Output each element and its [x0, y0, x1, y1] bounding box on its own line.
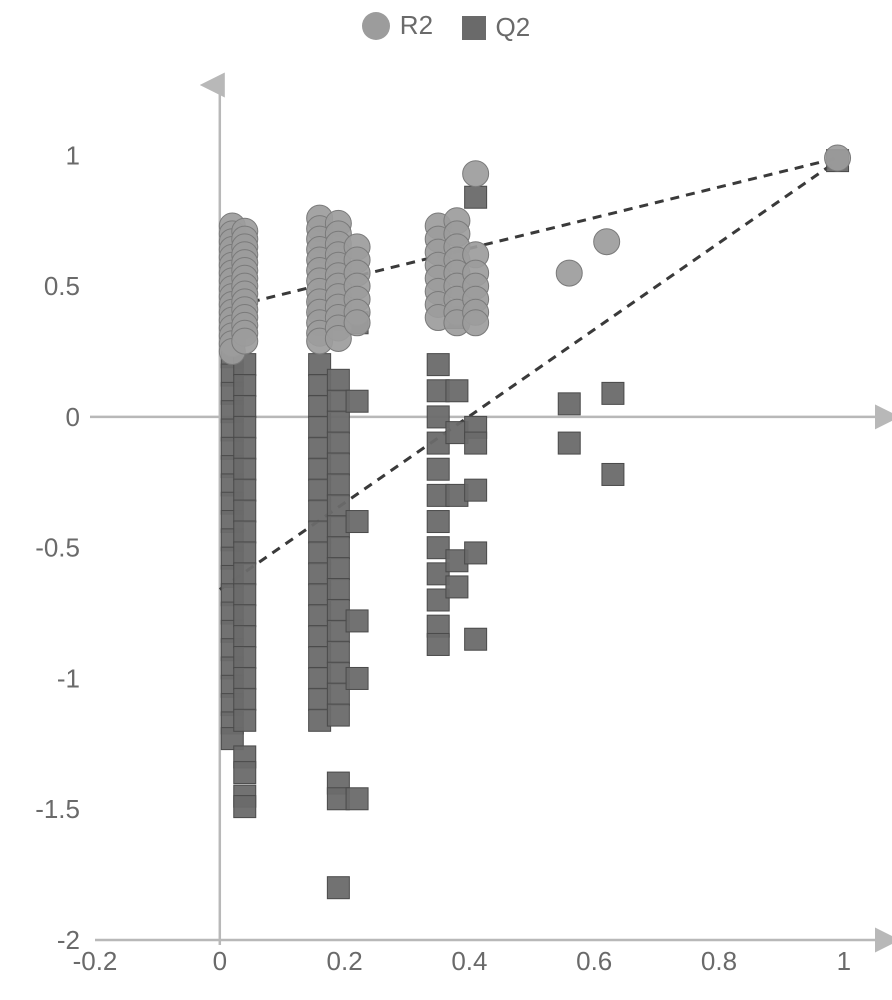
x-tick-label: 0.4 — [451, 946, 487, 976]
y-tick-label: -0.5 — [35, 533, 80, 563]
x-tick-label: 1 — [837, 946, 851, 976]
circle-icon — [362, 12, 390, 40]
chart-container: R2 Q2 -0.200.20.40.60.81-2-1.5-1-0.500.5… — [0, 0, 892, 1000]
x-tick-label: 0.6 — [576, 946, 612, 976]
legend-label-q2: Q2 — [496, 12, 531, 43]
x-tick-label: 0.8 — [701, 946, 737, 976]
legend-label-r2: R2 — [400, 10, 433, 41]
x-tick-label: 0.2 — [327, 946, 363, 976]
y-tick-label: 0 — [66, 402, 80, 432]
legend-item-r2: R2 — [362, 10, 433, 41]
y-tick-label: -2 — [57, 925, 80, 955]
y-tick-label: 0.5 — [44, 271, 80, 301]
x-tick-label: 0 — [213, 946, 227, 976]
legend-item-q2: Q2 — [462, 12, 531, 43]
scatter-plot: -0.200.20.40.60.81-2-1.5-1-0.500.51 — [0, 60, 892, 980]
y-tick-label: -1.5 — [35, 794, 80, 824]
legend: R2 Q2 — [0, 10, 892, 45]
y-tick-label: -1 — [57, 663, 80, 693]
y-tick-label: 1 — [66, 140, 80, 170]
square-icon — [462, 16, 486, 40]
